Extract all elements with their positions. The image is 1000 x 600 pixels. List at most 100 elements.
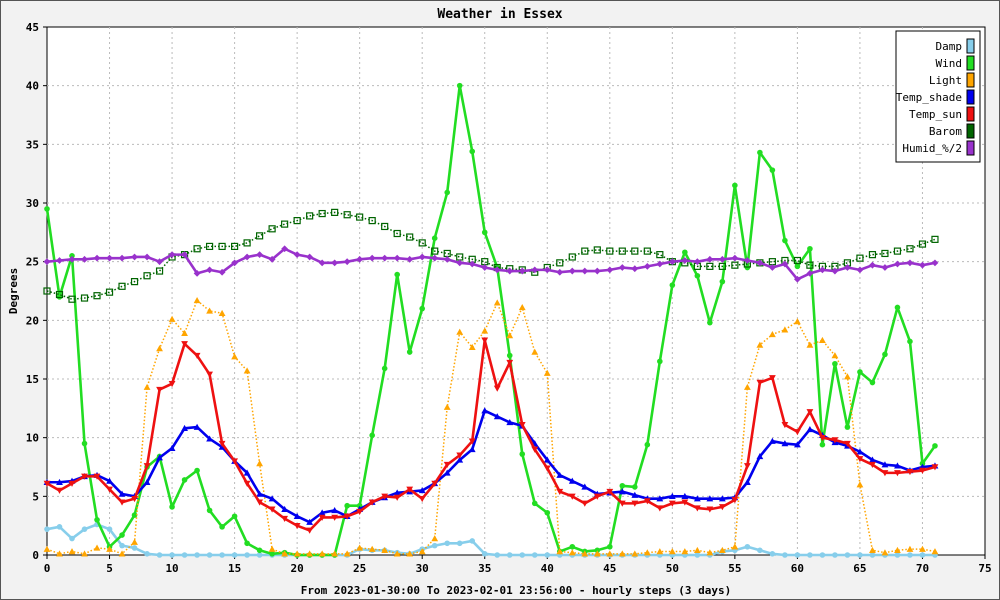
data-point-wind [644, 441, 651, 448]
data-point-damp [181, 552, 188, 558]
data-point-humid-2 [331, 259, 339, 267]
data-point-barom [318, 209, 326, 218]
data-point-temp-sun [93, 473, 101, 480]
data-point-barom [281, 220, 289, 228]
legend-swatch-temp-shade [966, 89, 975, 105]
data-point-temp-sun [256, 499, 264, 506]
data-point-wind [69, 253, 75, 259]
data-point-light [81, 550, 88, 557]
data-point-humid-2 [518, 267, 526, 275]
data-point-wind [682, 249, 688, 256]
data-point-damp [869, 552, 876, 558]
data-point-barom [868, 251, 877, 259]
data-point-light [118, 550, 126, 557]
data-point-light [618, 550, 626, 557]
data-point-temp-sun [168, 380, 176, 388]
data-point-humid-2 [606, 266, 614, 274]
data-point-temp-sun [243, 480, 251, 487]
data-point-light [181, 329, 188, 336]
data-point-barom [368, 217, 376, 225]
data-point-humid-2 [81, 255, 88, 263]
data-point-wind [732, 182, 738, 189]
data-point-barom [243, 239, 251, 247]
data-point-wind [669, 282, 676, 288]
data-point-humid-2 [493, 266, 501, 274]
plot-area [46, 26, 986, 556]
y-tick-label: 20 [26, 314, 39, 327]
data-point-humid-2 [869, 261, 876, 269]
data-point-barom [205, 242, 214, 251]
data-point-light [56, 550, 63, 557]
data-point-temp-shade [468, 446, 476, 453]
data-point-temp-sun [881, 470, 889, 477]
data-point-wind [769, 167, 776, 173]
data-point-temp-shade [493, 413, 501, 420]
data-point-temp-sun [193, 352, 201, 359]
x-tick-label: 40 [541, 562, 554, 575]
data-point-wind [344, 502, 350, 509]
data-point-temp-sun [43, 480, 51, 487]
data-point-humid-2 [706, 255, 714, 263]
data-point-wind [919, 460, 926, 467]
data-point-light [281, 550, 289, 557]
series-light [43, 296, 939, 557]
data-point-temp-shade [568, 477, 576, 484]
data-point-damp [769, 551, 776, 557]
data-point-humid-2 [43, 258, 51, 266]
data-point-wind [169, 504, 175, 510]
data-point-damp [194, 552, 200, 558]
data-point-barom [856, 254, 864, 262]
data-point-light [643, 549, 651, 556]
data-point-light [581, 550, 589, 557]
data-point-temp-shade [418, 487, 426, 494]
data-point-damp [431, 542, 438, 549]
data-point-light [93, 544, 101, 551]
data-point-wind [632, 484, 638, 490]
data-point-humid-2 [631, 265, 639, 273]
data-point-temp-shade [481, 407, 489, 414]
data-point-barom [431, 247, 439, 255]
data-point-damp [494, 552, 501, 558]
data-point-humid-2 [106, 254, 113, 262]
data-point-light [631, 550, 639, 557]
legend-swatch-light [966, 72, 975, 88]
legend-box [895, 30, 981, 163]
data-point-temp-sun [143, 463, 151, 470]
data-point-humid-2 [581, 267, 589, 275]
data-point-wind [119, 532, 125, 538]
legend-swatch-damp [966, 38, 975, 54]
data-point-temp-sun [118, 499, 126, 506]
chart-title: Weather in Essex [437, 7, 562, 22]
data-point-wind [869, 379, 876, 386]
data-point-temp-shade [206, 435, 213, 442]
data-point-temp-sun [631, 500, 639, 507]
data-point-humid-2 [693, 258, 701, 266]
data-point-barom [568, 253, 576, 261]
data-point-wind [444, 189, 451, 196]
data-point-humid-2 [231, 259, 238, 267]
data-point-humid-2 [618, 264, 626, 271]
legend-label-humid-2: Humid_%/2 [902, 142, 962, 155]
data-point-temp-sun [493, 385, 501, 392]
data-point-wind [231, 513, 238, 520]
series-line-barom [46, 211, 936, 300]
data-point-temp-shade [306, 518, 314, 525]
data-point-temp-sun [693, 505, 701, 512]
data-point-temp-shade [318, 509, 326, 516]
data-point-humid-2 [794, 275, 801, 283]
legend-label-temp-shade: Temp_shade [896, 91, 962, 104]
data-point-humid-2 [844, 264, 851, 271]
x-tick-label: 25 [353, 562, 366, 575]
data-point-temp-sun [869, 461, 876, 469]
data-point-light [268, 545, 276, 552]
data-point-humid-2 [819, 266, 826, 274]
y-tick-label: 40 [26, 80, 39, 93]
data-point-humid-2 [531, 266, 539, 274]
data-point-wind [394, 271, 400, 278]
data-point-damp [819, 552, 826, 558]
data-point-temp-sun [593, 493, 601, 500]
data-point-light [406, 550, 414, 557]
data-point-temp-sun [718, 504, 726, 511]
x-tick-label: 60 [791, 562, 804, 575]
data-point-wind [244, 540, 250, 547]
